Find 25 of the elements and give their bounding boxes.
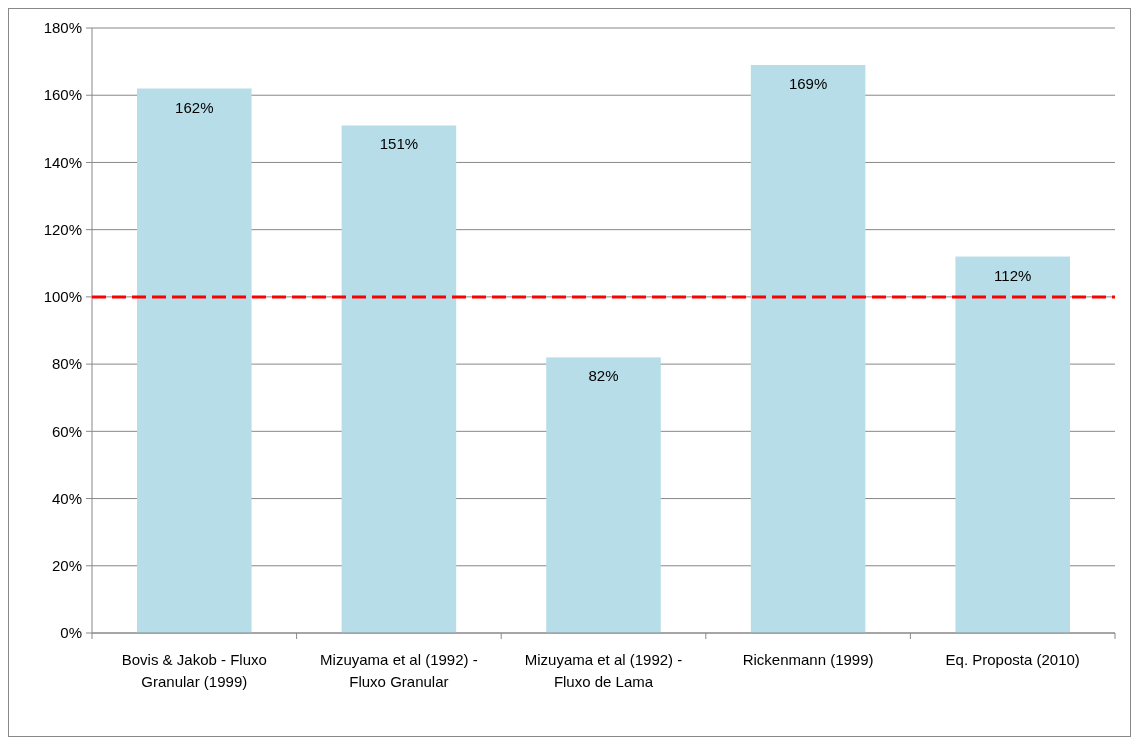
x-tick-label: Eq. Proposta (2010) [945, 651, 1080, 668]
y-tick-label: 40% [51, 489, 82, 507]
y-tick-label: 60% [51, 422, 82, 440]
data-label: 82% [588, 367, 619, 385]
bar [546, 357, 661, 633]
bar [750, 64, 866, 633]
y-tick-label: 80% [51, 355, 82, 373]
y-tick-label: 20% [51, 557, 82, 575]
x-tick-label: Mizuyama et al (1992) - Fluxo Granular [320, 651, 478, 690]
y-tick-label: 180% [43, 19, 82, 37]
bar [137, 88, 252, 633]
y-tick-label: 100% [43, 288, 82, 306]
y-tick-label: 160% [43, 86, 82, 104]
x-tick-label: Bovis & Jakob - Fluxo Granular (1999) [121, 651, 267, 690]
x-tick-label: Mizuyama et al (1992) - Fluxo de Lama [524, 651, 683, 690]
y-tick-label: 120% [43, 220, 82, 238]
bar [955, 256, 1070, 633]
y-tick-label: 140% [43, 153, 82, 171]
data-label: 151% [379, 135, 419, 153]
data-label: 112% [994, 266, 1032, 284]
x-tick-label: Rickenmann (1999) [742, 651, 874, 668]
data-label: 169% [788, 74, 828, 92]
y-tick-label: 0% [60, 624, 82, 642]
data-label: 162% [175, 98, 214, 116]
bar [341, 125, 457, 633]
